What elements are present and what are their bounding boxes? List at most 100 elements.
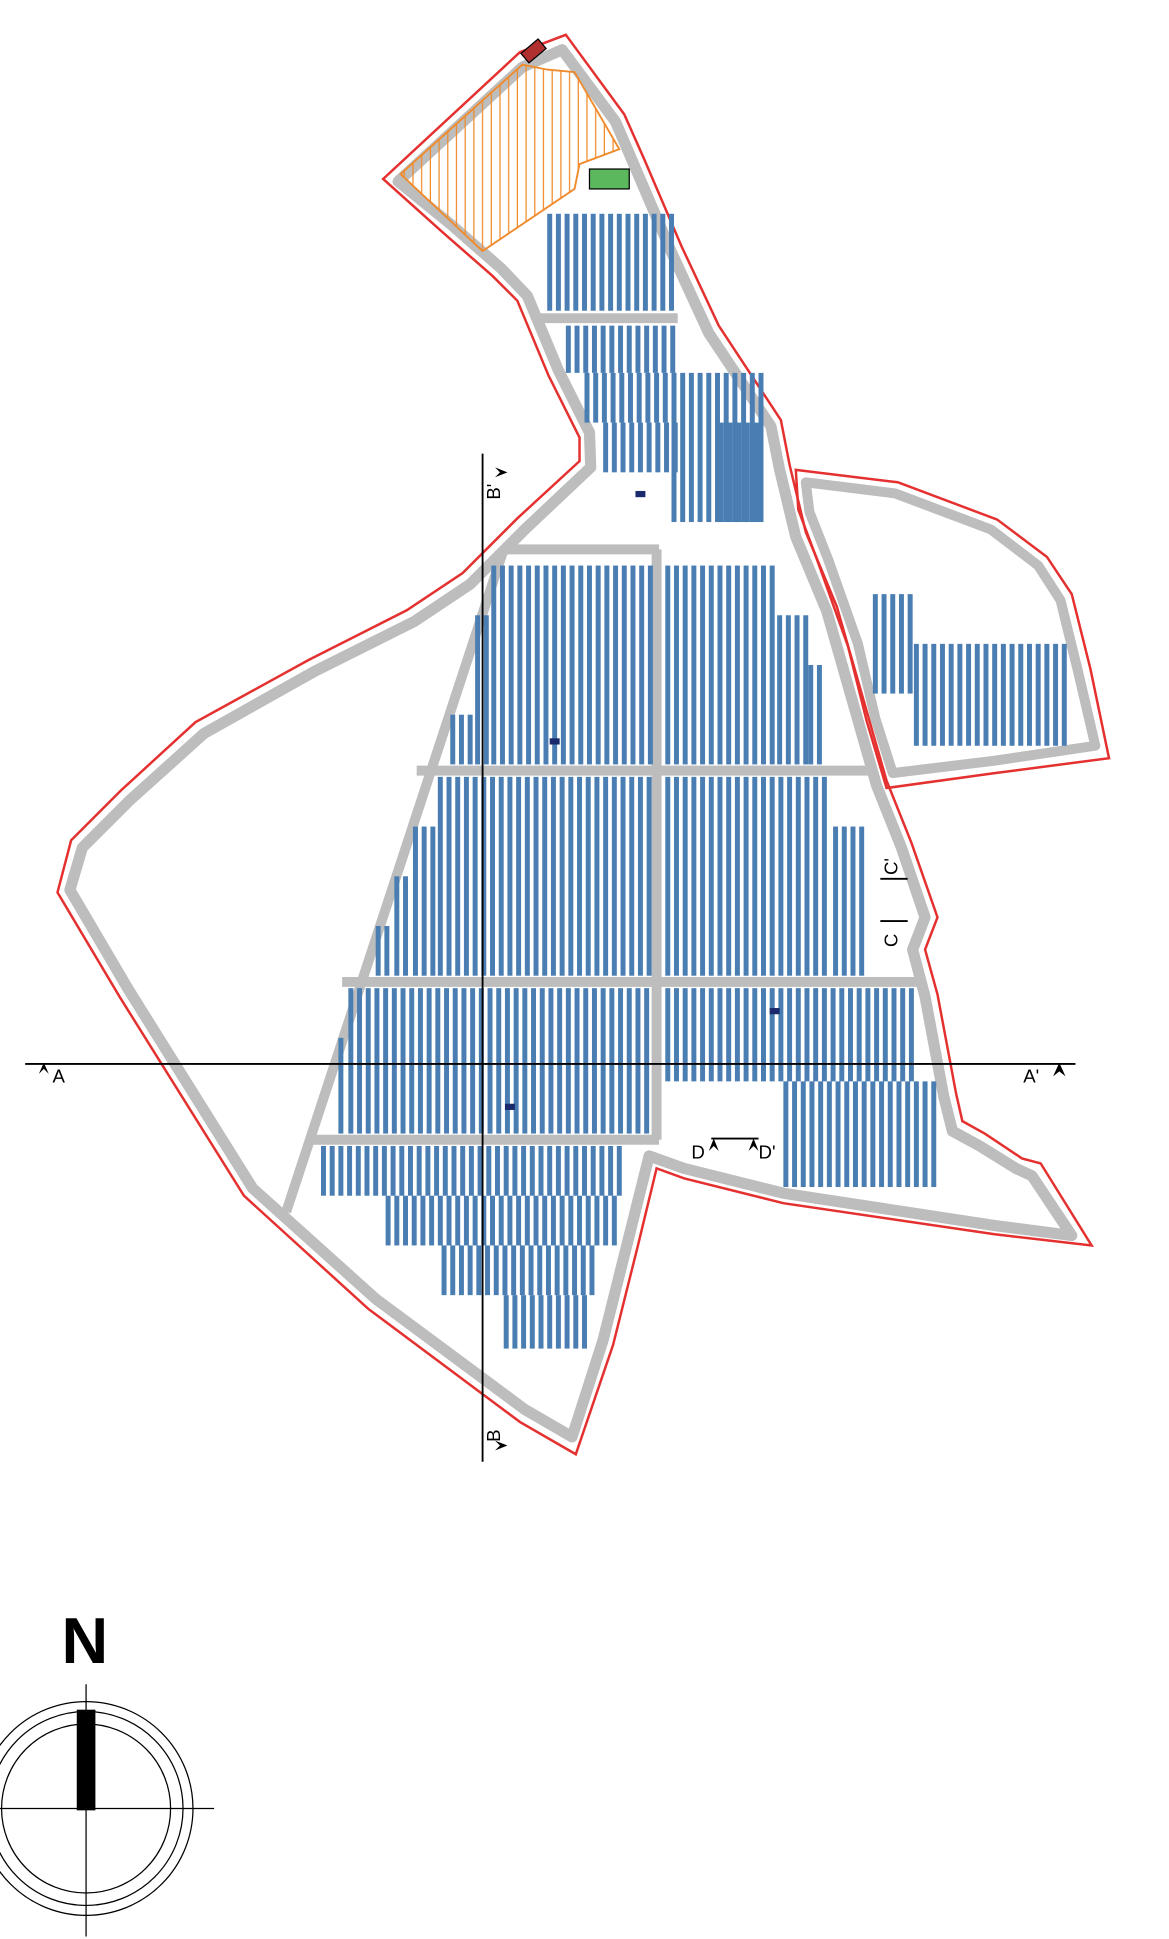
pv-row <box>908 594 913 693</box>
pv-row <box>862 1081 867 1187</box>
pv-row <box>1062 644 1067 746</box>
pv-row <box>540 988 545 1133</box>
pv-row <box>434 1146 439 1196</box>
pv-row <box>899 594 904 693</box>
pv-row <box>386 1196 391 1246</box>
pv-row <box>783 1081 788 1187</box>
pv-row <box>575 988 580 1133</box>
pv-row <box>691 777 696 976</box>
pv-row <box>665 777 670 976</box>
pv-row <box>603 1196 608 1246</box>
substation <box>589 169 629 189</box>
pv-row <box>468 715 473 765</box>
pv-row <box>520 1245 525 1295</box>
pv-row <box>430 827 435 976</box>
pv-row <box>348 988 353 1133</box>
pv-row <box>561 566 566 765</box>
pv-row <box>914 644 919 746</box>
pv-row <box>795 615 800 764</box>
pv-row <box>700 777 705 976</box>
arrow <box>709 1139 719 1161</box>
pv-row <box>542 777 547 976</box>
pv-row <box>525 777 530 976</box>
pv-row <box>591 214 596 311</box>
pv-row <box>586 1196 591 1246</box>
pv-row <box>735 988 740 1081</box>
pv-row <box>833 827 838 976</box>
pv-row <box>560 1196 565 1246</box>
pv-row <box>683 777 688 976</box>
pv-row <box>717 988 722 1081</box>
pv-row <box>719 423 724 522</box>
pv-row <box>761 988 766 1081</box>
pv-row <box>429 1196 434 1246</box>
pv-row <box>321 1146 326 1196</box>
pv-row <box>565 214 570 311</box>
pv-row <box>420 1196 425 1246</box>
pv-row <box>644 988 649 1133</box>
pv-row <box>526 566 531 765</box>
section-label: C' <box>881 858 902 875</box>
pv-row <box>608 1146 613 1196</box>
pv-row <box>1053 644 1058 746</box>
pv-row <box>752 988 757 1081</box>
pv-row <box>596 566 601 765</box>
pv-row <box>645 373 650 423</box>
pv-row <box>744 777 749 976</box>
pv-row <box>594 777 599 976</box>
pv-row <box>469 1146 474 1196</box>
pv-row <box>539 1295 544 1348</box>
pv-row <box>443 1146 448 1196</box>
pv-row <box>805 988 810 1081</box>
pv-row <box>507 777 512 976</box>
pv-row <box>709 988 714 1081</box>
pv-row <box>638 423 643 473</box>
pv-row <box>664 423 669 473</box>
pv-row <box>455 777 460 976</box>
pv-row <box>556 214 561 311</box>
pv-row <box>573 1146 578 1196</box>
pv-row <box>582 214 587 311</box>
pv-row <box>578 566 583 765</box>
arrow <box>749 1139 759 1161</box>
pv-row <box>516 1196 521 1246</box>
pv-row <box>575 326 580 373</box>
pv-row <box>735 777 740 976</box>
pv-row <box>514 988 519 1133</box>
pv-row <box>726 988 731 1081</box>
pv-row <box>736 423 741 522</box>
arrow <box>1053 1063 1065 1087</box>
pv-row <box>801 1081 806 1187</box>
panel-field <box>321 214 1067 1349</box>
pv-row <box>709 566 714 765</box>
pv-row <box>548 988 553 1133</box>
pv-row <box>591 1146 596 1196</box>
pv-row <box>583 326 588 373</box>
pv-row <box>745 423 750 522</box>
pv-row <box>870 1081 875 1187</box>
pv-row <box>612 423 617 473</box>
pv-row <box>547 1295 552 1348</box>
pv-row <box>568 777 573 976</box>
pv-row <box>698 373 703 522</box>
pv-row <box>499 1196 504 1246</box>
pv-row <box>709 777 714 976</box>
pv-row <box>537 1245 542 1295</box>
pv-row <box>761 777 766 976</box>
pv-row <box>568 1196 573 1246</box>
pv-row <box>1036 644 1041 746</box>
pv-row <box>634 214 639 311</box>
pv-row <box>531 988 536 1133</box>
pv-row <box>635 326 640 373</box>
pv-row <box>530 1146 535 1196</box>
pv-row <box>452 1146 457 1196</box>
pv-row <box>602 373 607 423</box>
pv-row <box>539 1146 544 1196</box>
pv-row <box>770 988 775 1081</box>
pv-row <box>555 1245 560 1295</box>
pv-row <box>572 1245 577 1295</box>
pv-row <box>983 644 988 746</box>
pv-row <box>689 373 694 522</box>
pv-row <box>792 1081 797 1187</box>
pv-row <box>418 988 423 1133</box>
